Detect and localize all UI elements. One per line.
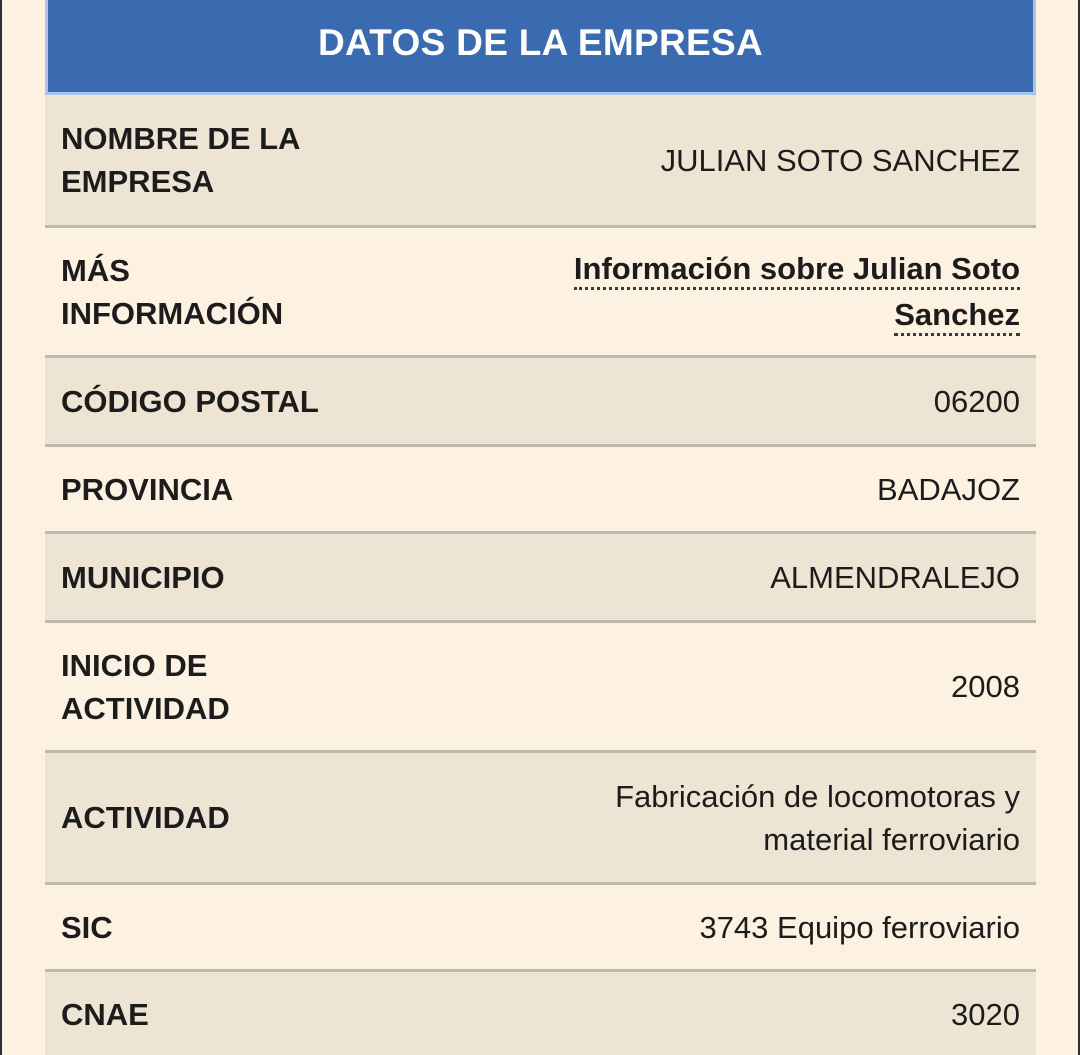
company-name-label: NOMBRE DE LA EMPRESA — [61, 121, 300, 199]
activity-start-value: 2008 — [951, 669, 1020, 704]
municipality-value: ALMENDRALEJO — [770, 559, 1020, 595]
table-header: DATOS DE LA EMPRESA — [45, 0, 1036, 95]
row-activity: ACTIVIDAD Fabricación de locomotoras y m… — [45, 753, 1036, 885]
right-edge — [1078, 0, 1080, 1055]
row-company-name: NOMBRE DE LA EMPRESA JULIAN SOTO SANCHEZ — [45, 95, 1036, 228]
row-more-info: MÁS INFORMACIÓN Información sobre Julian… — [45, 228, 1036, 358]
cnae-value: 3020 — [951, 997, 1020, 1032]
province-label: PROVINCIA — [61, 471, 234, 507]
more-info-link-text: Información sobre Julian Soto Sanchez — [573, 250, 1020, 336]
row-municipality: MUNICIPIO ALMENDRALEJO — [45, 534, 1036, 623]
row-sic: SIC 3743 Equipo ferroviario — [45, 885, 1036, 972]
more-info-label: MÁS INFORMACIÓN — [61, 252, 284, 331]
row-activity-start: INICIO DE ACTIVIDAD 2008 — [45, 623, 1036, 753]
postal-code-value: 06200 — [933, 383, 1020, 419]
more-info-link[interactable]: Información sobre Julian Soto Sanchez — [520, 246, 1020, 338]
sic-value: 3743 Equipo ferroviario — [699, 909, 1020, 945]
table-title: DATOS DE LA EMPRESA — [318, 22, 763, 63]
company-data-table: DATOS DE LA EMPRESA NOMBRE DE LA EMPRESA… — [45, 0, 1036, 1055]
left-edge — [0, 0, 2, 1055]
company-name-value: JULIAN SOTO SANCHEZ — [660, 142, 1020, 178]
activity-start-label: INICIO DE ACTIVIDAD — [61, 647, 230, 726]
cnae-label: CNAE — [61, 997, 149, 1032]
row-province: PROVINCIA BADAJOZ — [45, 447, 1036, 534]
row-cnae: CNAE 3020 — [45, 972, 1036, 1055]
activity-label: ACTIVIDAD — [61, 800, 230, 835]
sic-label: SIC — [61, 909, 113, 945]
activity-value: Fabricación de locomotoras y material fe… — [615, 778, 1020, 857]
municipality-label: MUNICIPIO — [61, 559, 225, 595]
row-postal-code: CÓDIGO POSTAL 06200 — [45, 358, 1036, 447]
postal-code-label: CÓDIGO POSTAL — [61, 383, 319, 419]
province-value: BADAJOZ — [877, 471, 1020, 507]
